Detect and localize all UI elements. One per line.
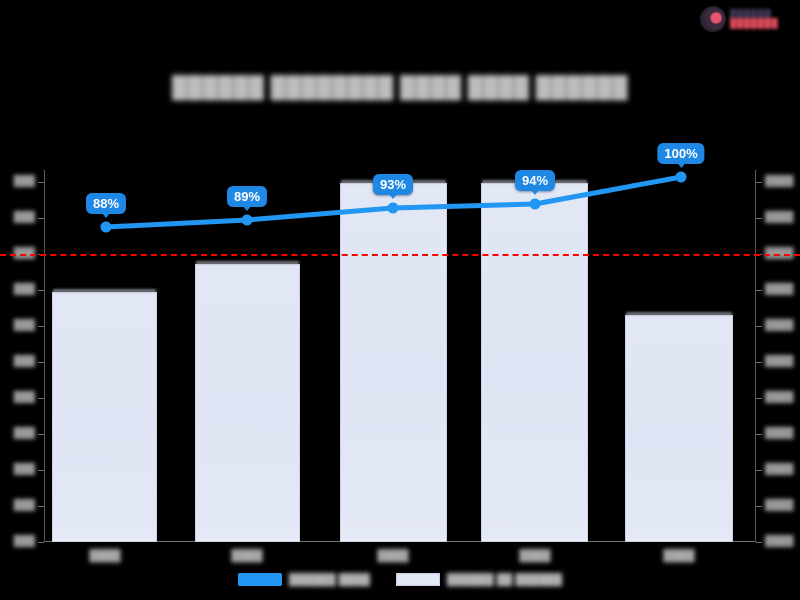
data-label: 93%	[372, 174, 414, 199]
category-label: ████	[89, 550, 121, 562]
axis-tick-label: ████	[765, 320, 794, 331]
axis-tick-label: ███	[13, 428, 35, 439]
axis-tick	[38, 542, 44, 543]
axis-tick	[38, 362, 44, 363]
legend-swatch-line-icon	[237, 573, 282, 586]
axis-tick	[38, 434, 44, 435]
legend-label-line: ██████ ████	[288, 573, 370, 586]
trend-line-markers	[100, 171, 687, 233]
legend-label-bar: ██████ ██ ██████	[446, 573, 563, 586]
data-label: 88%	[85, 193, 127, 218]
axis-tick-label: ███	[13, 176, 35, 187]
axis-tick	[756, 218, 762, 219]
axis-tick	[756, 542, 762, 543]
logo-mark-icon	[700, 6, 726, 32]
axis-tick	[38, 182, 44, 183]
axis-tick	[38, 290, 44, 291]
axis-tick-label: ███	[13, 356, 35, 367]
target-reference-line	[0, 254, 800, 256]
bar[interactable]	[481, 183, 588, 542]
axis-tick-label: ████	[765, 176, 794, 187]
axis-tick	[756, 182, 762, 183]
axis-tick-label: ███	[13, 392, 35, 403]
chart-title: ██████ ████████ ████ ████ ██████	[172, 76, 628, 99]
category-label: ████	[663, 550, 695, 562]
bar[interactable]	[340, 183, 447, 542]
axis-tick	[38, 506, 44, 507]
axis-tick-label: ███	[13, 248, 35, 259]
axis-tick	[38, 398, 44, 399]
data-label: 89%	[226, 186, 268, 211]
axis-tick	[756, 362, 762, 363]
line-series	[100, 171, 687, 233]
axis-tick	[756, 326, 762, 327]
axis-tick-label: ████	[765, 428, 794, 439]
logo-line-1: ██████	[730, 8, 772, 19]
legend-item-bar[interactable]: ██████ ██ ██████	[395, 573, 563, 586]
trend-point[interactable]	[387, 202, 399, 214]
trend-point[interactable]	[241, 214, 253, 226]
category-label: ████	[231, 550, 263, 562]
bar[interactable]	[625, 315, 733, 542]
axis-tick	[756, 470, 762, 471]
y-axis-left	[44, 170, 45, 542]
category-label: ████	[519, 550, 551, 562]
axis-tick-label: ████	[765, 212, 794, 223]
axis-tick-label: ████	[765, 356, 794, 367]
y-axis-right	[755, 170, 756, 542]
axis-tick-label: ███	[13, 500, 35, 511]
axis-tick-label: ███	[13, 464, 35, 475]
chart-legend: ██████ ████ ██████ ██ ██████	[0, 573, 800, 586]
axis-tick-label: ████	[765, 248, 794, 259]
axis-tick	[38, 470, 44, 471]
axis-tick-label: ███	[13, 284, 35, 295]
axis-tick-label: ████	[765, 500, 794, 511]
axis-tick-label: ████	[765, 392, 794, 403]
trend-point[interactable]	[529, 198, 541, 210]
legend-swatch-bar-icon	[395, 573, 440, 586]
data-label: 94%	[514, 170, 556, 195]
legend-item-line[interactable]: ██████ ████	[237, 573, 370, 586]
axis-tick	[756, 398, 762, 399]
axis-tick	[756, 290, 762, 291]
axis-tick	[38, 326, 44, 327]
trend-point[interactable]	[675, 171, 687, 183]
axis-tick-label: ███	[13, 320, 35, 331]
axis-tick	[756, 506, 762, 507]
axis-tick-label: ████	[765, 536, 794, 547]
bar[interactable]	[195, 264, 300, 542]
trend-point[interactable]	[100, 221, 112, 233]
axis-tick	[38, 218, 44, 219]
axis-tick-label: ████	[765, 464, 794, 475]
plot-area: ███ ███ ███ ███ ███ ███ ███ ███ ███ ███ ███ ████ ██…	[0, 170, 800, 547]
axis-tick-label: ████	[765, 284, 794, 295]
data-label: 100%	[657, 143, 705, 168]
logo-wordmark: ██████ ███████	[730, 8, 779, 29]
logo-line-2: ███████	[730, 18, 779, 28]
axis-tick-label: ███	[13, 212, 35, 223]
axis-tick-label: ███	[13, 536, 35, 547]
category-label: ████	[377, 550, 409, 562]
company-logo: ██████ ███████	[700, 4, 788, 34]
bar[interactable]	[52, 292, 157, 542]
axis-tick	[756, 434, 762, 435]
